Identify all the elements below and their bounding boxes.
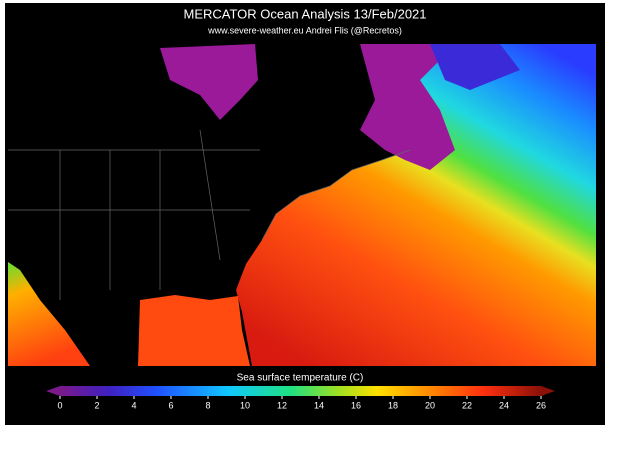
title: MERCATOR Ocean Analysis 13/Feb/2021 xyxy=(183,6,426,21)
colorbar-tick-label: 8 xyxy=(205,400,210,410)
colorbar-tick-label: 12 xyxy=(277,400,287,410)
colorbar-tick-label: 2 xyxy=(94,400,99,410)
colorbar-tick-label: 14 xyxy=(314,400,324,410)
colorbar-tick-label: 18 xyxy=(388,400,398,410)
colorbar-tick-label: 22 xyxy=(462,400,472,410)
colorbar-extend-low xyxy=(46,386,60,396)
colorbar: 0 2 4 6 8 10 12 14 16 18 20 22 24 26 xyxy=(46,386,555,410)
colorbar-tick-label: 0 xyxy=(57,400,62,410)
colorbar-tick-label: 26 xyxy=(536,400,546,410)
colorbar-label: Sea surface temperature (C) xyxy=(237,373,364,384)
colorbar-extend-high xyxy=(541,386,555,396)
colorbar-tick-label: 24 xyxy=(499,400,509,410)
colorbar-tick-label: 20 xyxy=(425,400,435,410)
colorbar-ramp xyxy=(60,386,541,396)
colorbar-tick-label: 6 xyxy=(168,400,173,410)
colorbar-tick-label: 10 xyxy=(240,400,250,410)
colorbar-tick-label: 4 xyxy=(131,400,136,410)
subtitle: www.severe-weather.eu Andrei Flis (@Recr… xyxy=(207,25,402,35)
colorbar-tick-label: 16 xyxy=(351,400,361,410)
map xyxy=(8,42,596,366)
